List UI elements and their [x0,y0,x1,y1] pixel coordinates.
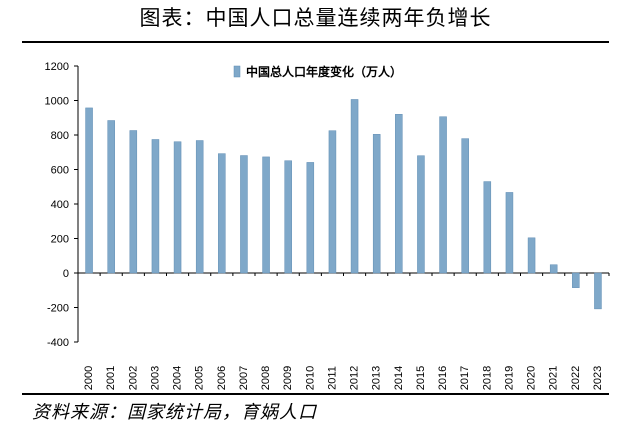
bar [372,134,381,274]
bar [85,107,93,274]
bar [240,155,248,274]
x-tick-label: 2014 [393,366,405,390]
x-tick-label: 2011 [326,366,338,390]
bar [284,160,292,274]
x-tick-label: 2008 [260,366,272,390]
x-tick-label: 2005 [194,366,206,390]
x-tick-label: 2019 [503,366,515,390]
chart-title: 图表：中国人口总量连续两年负增长 [139,6,492,30]
x-tick-label: 2013 [371,366,383,390]
bar [572,272,580,288]
x-tick-label: 2001 [105,366,117,390]
y-tick-label: 200 [51,234,69,246]
y-tick-label: 400 [51,199,69,211]
x-tick-label: 2016 [437,366,449,390]
x-tick-label: 2006 [216,366,228,390]
source-divider [22,393,609,395]
bar [129,130,138,274]
bar [306,162,315,274]
bar [594,272,602,310]
bar [195,140,204,274]
bar [527,237,536,274]
bar [173,141,182,274]
x-tick-label: 2010 [304,366,316,390]
y-tick-label: 800 [51,130,69,142]
bar [262,156,270,274]
x-tick-label: 2003 [149,366,161,390]
x-tick-label: 2017 [459,366,471,390]
source-note: 资料来源：国家统计局，育娲人口 [32,402,317,423]
bar [350,99,359,274]
x-tick-label: 2021 [548,366,560,390]
legend-label: 中国总人口年度变化（万人） [246,64,402,79]
x-tick-label: 2002 [127,366,139,390]
bar [151,139,160,274]
bar [439,116,447,274]
y-tick-label: 0 [63,268,69,280]
y-tick-label: 1000 [45,96,69,108]
bar [505,192,514,274]
x-tick-label: 2009 [282,366,294,390]
x-tick-label: 2012 [349,366,361,390]
x-tick-label: 2000 [83,366,95,390]
legend-swatch [233,65,241,78]
x-tick-label: 2018 [481,366,493,390]
bar [395,114,403,274]
x-tick-label: 2007 [238,366,250,390]
x-tick-label: 2004 [172,366,184,390]
bar [483,181,492,274]
x-tick-label: 2023 [592,366,604,390]
bar [549,264,558,274]
bar [328,130,337,274]
x-tick-label: 2015 [415,366,427,390]
y-tick-label: -400 [47,337,69,349]
y-tick-label: 600 [51,165,69,177]
bar [417,155,425,274]
bar [107,120,115,274]
y-tick-label: -200 [47,303,69,315]
y-tick-label: 1200 [45,61,69,73]
bar [461,138,469,274]
x-tick-label: 2020 [526,366,538,390]
x-tick-label: 2022 [570,366,582,390]
bar [218,153,226,274]
title-underline [22,41,609,43]
